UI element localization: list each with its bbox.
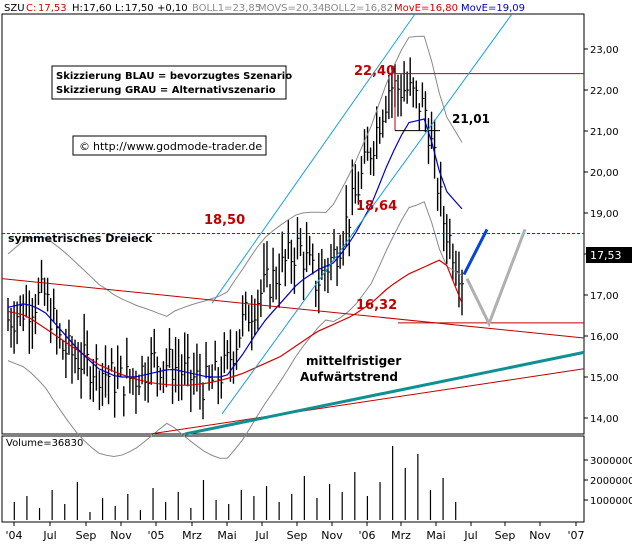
x-tick-label: Jul xyxy=(463,529,477,542)
header-ticker: SZU xyxy=(4,3,25,14)
header-low-value: 17,50 xyxy=(125,3,154,14)
volume-label: Volume=36830 xyxy=(6,438,83,449)
header-boll2: BOLL2=16,82 xyxy=(324,3,393,14)
x-tick-label: Sep xyxy=(287,529,308,542)
vol-tick-label: 1000000 xyxy=(590,496,632,507)
header-movs: MOVS=20,34 xyxy=(258,3,325,14)
y-tick-label: 19,00 xyxy=(590,209,619,220)
trend-channel-lower xyxy=(221,13,513,415)
x-tick-label: Mai xyxy=(426,529,445,542)
x-tick-label: Sep xyxy=(495,529,516,542)
header-low-label: L: xyxy=(115,3,124,14)
current-price-box xyxy=(586,247,632,263)
level-label-1864: 18,64 xyxy=(356,199,397,214)
x-tick-label: Mrz xyxy=(182,529,202,542)
y-tick-label: 20,00 xyxy=(590,168,619,179)
x-tick-label: Nov xyxy=(110,529,132,542)
x-tick-label: Jul xyxy=(42,529,56,542)
copyright-symbol: © xyxy=(79,140,90,153)
legend-line-blue: Skizzierung BLAU = bevorzugtes Szenario xyxy=(56,71,292,82)
scenario-blue-arrow xyxy=(462,228,489,276)
header-close-label: C: xyxy=(26,3,36,14)
copyright-box xyxy=(72,135,267,156)
scenario-gray-arrow xyxy=(465,228,527,328)
triangle-upper-line xyxy=(1,278,585,339)
volume-panel xyxy=(1,435,585,523)
copyright-url[interactable]: http://www.godmode-trader.de xyxy=(93,140,262,153)
x-tick-label: Sep xyxy=(76,529,97,542)
y-tick-label: 17,00 xyxy=(590,291,619,302)
level-label-2240: 22,40 xyxy=(354,64,395,79)
triangle-label: symmetrisches Dreieck xyxy=(8,232,153,245)
header-boll1: BOLL1=23,85 xyxy=(192,3,261,14)
y-tick-label: 14,00 xyxy=(590,414,619,425)
x-tick-label: '07 xyxy=(567,529,584,542)
x-tick-label: Nov xyxy=(321,529,343,542)
level-label-2101: 21,01 xyxy=(452,112,490,126)
header-high-label: H: xyxy=(72,3,83,14)
x-tick-label: Nov xyxy=(529,529,551,542)
vol-tick-label: 3000000 xyxy=(590,456,632,467)
long-term-support-line xyxy=(149,368,585,435)
trend-line-teal xyxy=(184,350,585,436)
trend-channel-upper xyxy=(211,13,416,304)
y-tick-label: 16,00 xyxy=(590,332,619,343)
bollinger-lower xyxy=(7,201,463,459)
ma50-line xyxy=(7,118,463,378)
header-move2: MovE=19,09 xyxy=(461,3,525,14)
header-move1: MovE=16,80 xyxy=(394,3,458,14)
y-tick-label: 23,00 xyxy=(590,45,619,56)
header-close-value: 17,53 xyxy=(38,3,67,14)
level-label-1850: 18,50 xyxy=(204,213,245,228)
current-price-value: 17,53 xyxy=(590,249,622,262)
x-tick-label: '06 xyxy=(358,529,375,542)
trend-label-line1: mittelfristiger xyxy=(306,354,401,368)
vol-tick-label: 2000000 xyxy=(590,476,632,487)
x-tick-label: Jul xyxy=(254,529,268,542)
legend-line-gray: Skizzierung GRAU = Alternativszenario xyxy=(56,85,276,96)
header-high-value: 17,60 xyxy=(83,3,112,14)
x-tick-label: Mai xyxy=(217,529,236,542)
x-tick-label: Mrz xyxy=(391,529,411,542)
y-tick-label: 21,00 xyxy=(590,127,619,138)
x-tick-label: '04 xyxy=(5,529,22,542)
header-change: +0,10 xyxy=(157,3,188,14)
x-tick-label: '05 xyxy=(147,529,164,542)
legend-box xyxy=(51,65,287,100)
trend-label-line2: Aufwärtstrend xyxy=(300,370,398,384)
level-label-1632: 16,32 xyxy=(356,298,397,313)
y-tick-label: 22,00 xyxy=(590,86,619,97)
bollinger-upper xyxy=(7,35,463,317)
y-tick-label: 15,00 xyxy=(590,373,619,384)
